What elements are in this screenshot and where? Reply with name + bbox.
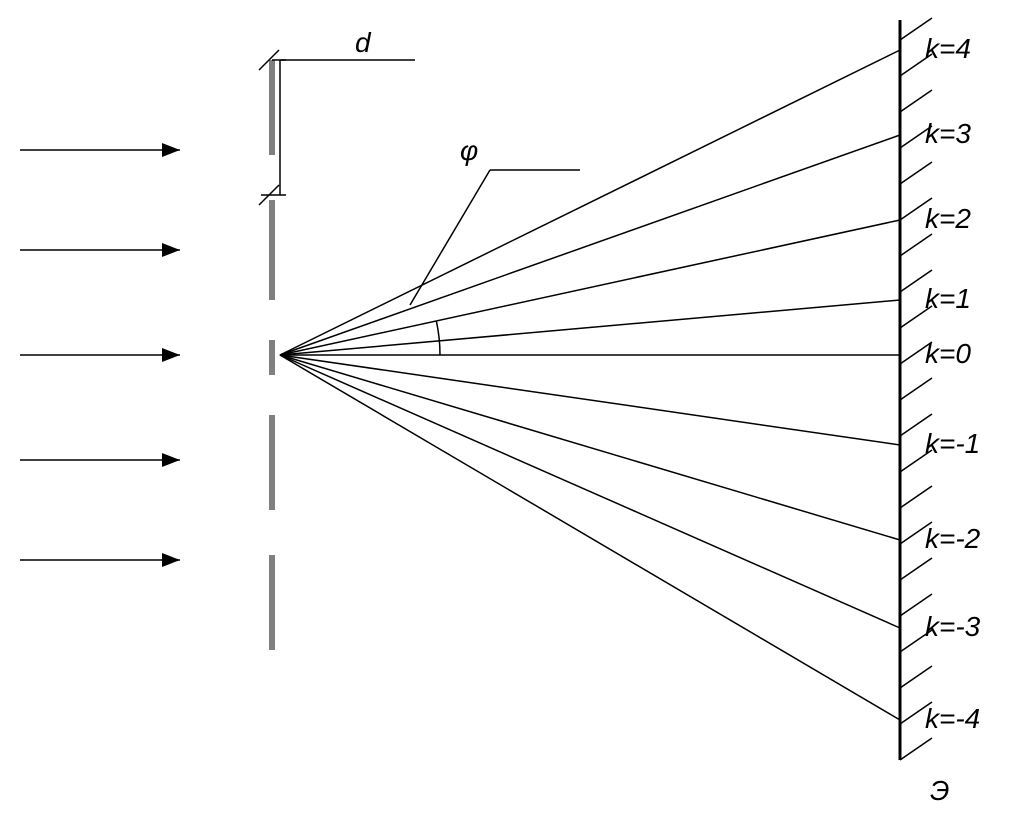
arrow-4	[20, 553, 180, 567]
diffracted-rays: k=-4 k=-3 k=-2 k=-1 k=0 k=1 k=2 k=3 k=4	[280, 33, 981, 734]
phi-angle	[410, 170, 580, 355]
d-label: d	[355, 27, 372, 58]
screen	[900, 18, 932, 760]
dimension-d: d	[259, 27, 415, 205]
ray-k0: k=0	[280, 338, 971, 369]
arrow-1	[20, 243, 180, 257]
ray-k3: k=3	[280, 118, 971, 355]
ray-label-k-3: k=-3	[925, 611, 981, 642]
ray-label-k3: k=3	[925, 118, 971, 149]
ray-label-k-2: k=-2	[925, 523, 981, 554]
screen-label: Э	[930, 775, 949, 806]
phi-label: φ	[460, 135, 478, 166]
ray-k-4: k=-4	[280, 355, 980, 734]
ray-k-1: k=-1	[280, 355, 980, 459]
ray-k2: k=2	[280, 203, 971, 355]
ray-k-2: k=-2	[280, 355, 981, 554]
arrow-3	[20, 453, 180, 467]
ray-label-k4: k=4	[925, 33, 971, 64]
arrow-2	[20, 348, 180, 362]
ray-label-k-4: k=-4	[925, 703, 980, 734]
ray-k-3: k=-3	[280, 355, 981, 642]
arrow-0	[20, 143, 180, 157]
ray-label-k2: k=2	[925, 203, 971, 234]
diffraction-diagram: d k=-4 k=-3 k=-2 k=-1 k=0 k=1 k=2 k=3 k=4 φ Э	[0, 0, 1024, 819]
incoming-arrows	[20, 143, 180, 567]
ray-label-k-1: k=-1	[925, 428, 980, 459]
ray-k4: k=4	[280, 33, 971, 355]
ray-label-k1: k=1	[925, 283, 971, 314]
